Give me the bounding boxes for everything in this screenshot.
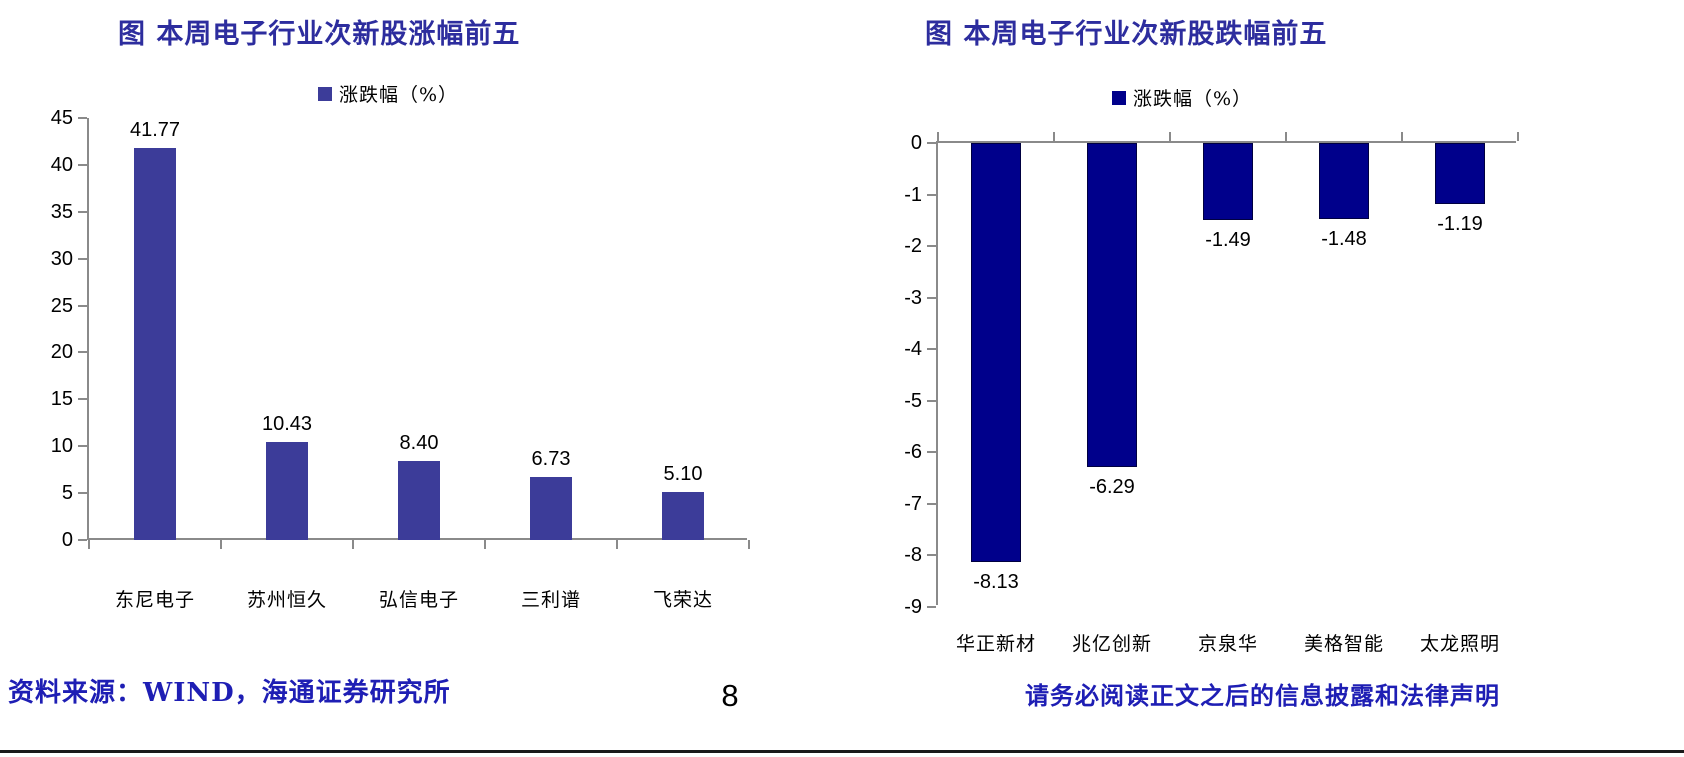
category-label: 兆亿创新 xyxy=(1071,633,1152,655)
plot-area-gainers: 0 5 10 15 20 25 30 35 40 45 41.77 东尼电子 10.43 苏州恒久 8.40… xyxy=(51,107,750,611)
bar-value-label: 41.77 xyxy=(129,119,181,142)
bar xyxy=(266,442,308,540)
bar xyxy=(971,143,1021,563)
x-axis-tick xyxy=(748,540,750,549)
y-axis-tick-label: -4 xyxy=(904,338,922,361)
y-axis-tick-label: -5 xyxy=(904,389,922,412)
x-axis-tick xyxy=(1053,132,1055,141)
y-axis-tick xyxy=(927,142,936,144)
y-axis-tick xyxy=(78,210,87,213)
legend-swatch-icon xyxy=(1112,90,1126,105)
x-axis-tick xyxy=(1285,132,1287,141)
y-axis-tick xyxy=(927,296,936,299)
y-axis-tick xyxy=(78,163,87,166)
category-label: 三利谱 xyxy=(520,589,581,611)
y-axis-tick-label: 0 xyxy=(61,529,73,551)
y-axis-tick xyxy=(78,257,87,260)
y-axis-tick xyxy=(78,398,87,401)
y-axis-tick xyxy=(78,492,87,495)
y-axis-tick-label: 0 xyxy=(910,132,922,154)
y-axis-tick-label: 10 xyxy=(50,435,73,458)
x-axis-tick xyxy=(1517,132,1519,141)
category-label: 太龙照明 xyxy=(1419,633,1500,655)
disclaimer-note: 请务必阅读正文之后的信息披露和法律声明 xyxy=(1025,681,1500,710)
y-axis-tick xyxy=(78,539,87,541)
plot-area-losers: -9 -8 -7 -6 -5 -4 -3 -2 -1 0 -8.13 华正新材 -6.29 兆亿创新 -1.… xyxy=(904,132,1519,655)
legend-losers: 涨跌幅（%） xyxy=(1112,84,1252,111)
y-axis-tick-label: -7 xyxy=(904,492,922,515)
y-axis-tick-label: 5 xyxy=(61,482,73,505)
y-axis-tick xyxy=(78,304,87,307)
y-axis-tick xyxy=(78,117,87,119)
bar-value-label: -1.19 xyxy=(1437,213,1483,236)
chart-title-gainers: 图 本周电子行业次新股涨幅前五 xyxy=(118,19,521,50)
bar-value-label: 5.10 xyxy=(663,463,703,486)
y-axis-tick-label: 30 xyxy=(50,247,73,270)
category-label: 华正新材 xyxy=(955,633,1036,655)
y-axis-tick xyxy=(927,451,936,454)
bar xyxy=(1087,143,1137,468)
category-label: 美格智能 xyxy=(1303,633,1384,655)
legend-label: 涨跌幅（%） xyxy=(1133,88,1253,110)
bar xyxy=(1319,143,1369,220)
bar xyxy=(1435,143,1485,205)
bar xyxy=(662,492,704,540)
y-axis-tick-label: -1 xyxy=(904,183,922,206)
x-axis-tick xyxy=(616,540,618,549)
category-label: 弘信电子 xyxy=(378,589,459,611)
x-axis-tick xyxy=(937,132,939,141)
bar-value-label: -1.48 xyxy=(1321,228,1367,251)
y-axis-tick xyxy=(78,351,87,354)
category-label: 苏州恒久 xyxy=(246,589,327,611)
bar-value-label: -6.29 xyxy=(1089,476,1135,499)
x-axis-tick xyxy=(352,540,354,549)
legend-gainers: 涨跌幅（%） xyxy=(318,80,458,107)
y-axis-tick-label: 25 xyxy=(50,294,73,317)
bar-value-label: -8.13 xyxy=(973,571,1019,594)
category-label: 京泉华 xyxy=(1197,633,1258,655)
y-axis-tick-label: -6 xyxy=(904,441,922,464)
bar-value-label: -1.49 xyxy=(1205,228,1251,251)
chart-title-losers: 图 本周电子行业次新股跌幅前五 xyxy=(925,19,1328,50)
y-axis-tick-label: -3 xyxy=(904,286,922,309)
y-axis-tick xyxy=(927,348,936,351)
x-axis-tick xyxy=(1401,132,1403,141)
y-axis-tick xyxy=(927,193,936,196)
y-axis-tick-label: 40 xyxy=(50,153,73,176)
x-axis-tick xyxy=(1169,132,1171,141)
page-number: 8 xyxy=(721,678,739,713)
bar-value-label: 6.73 xyxy=(531,447,571,470)
bar xyxy=(398,461,440,540)
x-axis-tick xyxy=(88,540,90,549)
category-label: 飞荣达 xyxy=(652,589,713,611)
bottom-divider xyxy=(0,750,1684,753)
legend-swatch-icon xyxy=(318,86,332,101)
bar-value-label: 10.43 xyxy=(261,413,313,436)
category-label: 东尼电子 xyxy=(114,589,195,611)
y-axis-tick xyxy=(927,554,936,557)
y-axis-tick-label: 45 xyxy=(50,107,73,129)
y-axis-tick-label: 35 xyxy=(50,200,73,223)
bar xyxy=(134,148,176,540)
y-axis-tick xyxy=(927,399,936,402)
y-axis-tick-label: -8 xyxy=(904,544,922,567)
x-axis-tick xyxy=(220,540,222,549)
y-axis-tick xyxy=(927,245,936,248)
y-axis-tick-label: 15 xyxy=(50,388,73,411)
y-axis-tick-label: 20 xyxy=(50,341,73,364)
bar xyxy=(530,476,572,540)
source-note: 资料来源：WIND，海通证券研究所 xyxy=(8,678,451,708)
bar-value-label: 8.40 xyxy=(399,432,439,455)
y-axis-tick xyxy=(78,445,87,448)
y-axis-tick-label: -2 xyxy=(904,235,922,258)
legend-label: 涨跌幅（%） xyxy=(339,84,459,106)
y-axis-tick-label: -9 xyxy=(904,596,922,618)
bar xyxy=(1203,143,1253,220)
y-axis-tick xyxy=(927,606,936,608)
x-axis-tick xyxy=(484,540,486,549)
y-axis-tick xyxy=(927,502,936,505)
